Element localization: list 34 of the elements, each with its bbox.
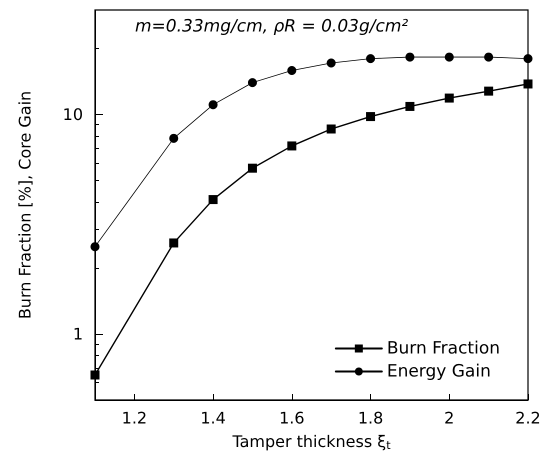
x-tick-label: 1.2	[122, 408, 148, 428]
point	[208, 100, 218, 110]
point	[248, 164, 257, 173]
point	[248, 78, 257, 88]
point	[326, 58, 336, 68]
point	[484, 86, 494, 96]
legend-label: Energy Gain	[386, 362, 491, 382]
point	[90, 370, 100, 380]
point	[444, 52, 454, 62]
point	[484, 52, 494, 62]
x-tick-label: 2	[444, 408, 454, 428]
x-tick-label: 1.6	[279, 408, 305, 428]
point	[169, 134, 178, 143]
point	[169, 238, 178, 248]
point	[326, 124, 336, 134]
point	[524, 54, 532, 64]
x-tick-label: 1.4	[200, 408, 226, 428]
annotation: m=0.33mg/cm, ρR = 0.03g/cm²	[135, 16, 408, 36]
y-tick-label: 1	[72, 324, 83, 344]
point	[366, 112, 376, 122]
point	[287, 66, 296, 75]
point	[405, 102, 414, 111]
x-tick-label: 2.2	[515, 408, 541, 428]
point	[90, 242, 100, 252]
x-tick-label: 1.8	[358, 408, 384, 428]
point	[366, 54, 376, 64]
y-axis-title: Burn Fraction [%], Core Gain	[16, 90, 34, 320]
point	[287, 141, 296, 150]
y-tick-label: 10	[62, 105, 83, 124]
point	[405, 52, 414, 62]
point	[524, 79, 532, 88]
point	[208, 195, 218, 204]
point	[444, 94, 454, 103]
legend-label: Burn Fraction	[386, 338, 500, 358]
